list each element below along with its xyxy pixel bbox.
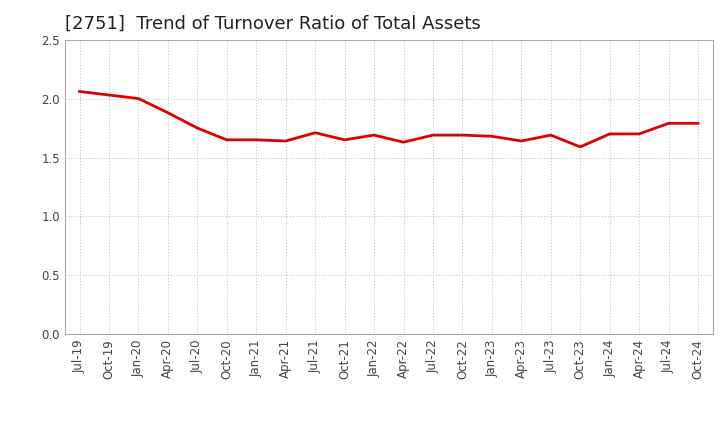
Text: [2751]  Trend of Turnover Ratio of Total Assets: [2751] Trend of Turnover Ratio of Total …	[65, 15, 480, 33]
